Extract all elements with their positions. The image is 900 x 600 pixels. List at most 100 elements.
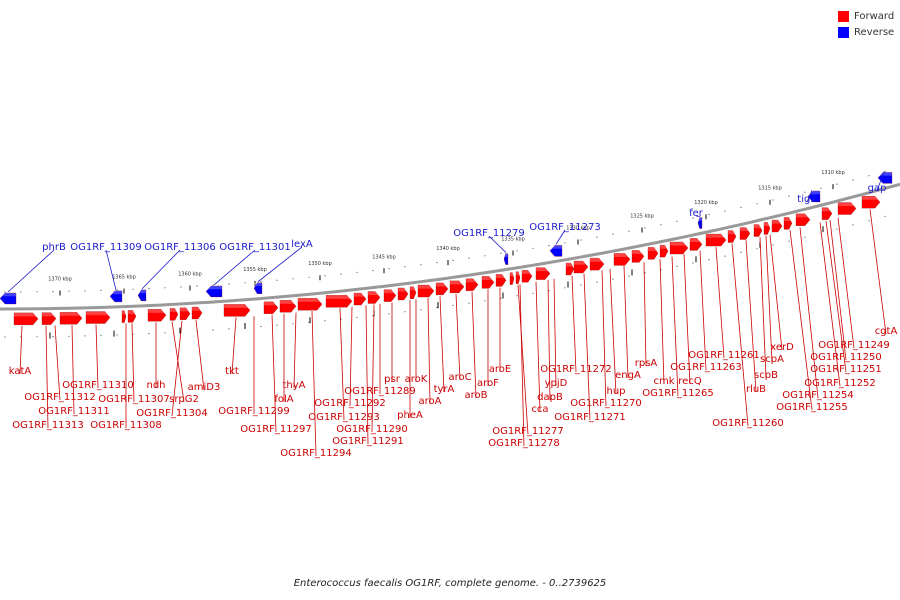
- forward-gene-arrow-body: [223, 304, 251, 317]
- forward-gene-arrow-shine: [436, 282, 448, 287]
- reverse-gene-label-leader: [141, 249, 181, 290]
- forward-gene-label-leader: [789, 229, 813, 411]
- forward-gene-arrow: [727, 230, 737, 243]
- forward-gene-label: OG1RF_11289: [344, 386, 416, 397]
- tick-dot-upper: [788, 195, 790, 197]
- forward-gene-arrow: [589, 257, 605, 271]
- tick-dot-lower: [628, 275, 630, 277]
- forward-gene-label: OG1RF_11291: [332, 436, 404, 447]
- kbp-label: 1340 kbp: [436, 246, 460, 252]
- forward-gene-arrow-body: [279, 300, 297, 313]
- tick-dot-lower: [324, 320, 326, 322]
- forward-gene-arrow: [509, 272, 515, 285]
- tick-dot-lower: [612, 278, 614, 280]
- tick-dot-lower: [52, 336, 54, 338]
- forward-gene-label-leader: [829, 219, 847, 361]
- forward-gene-arrow: [127, 310, 137, 323]
- forward-gene-arrow: [465, 278, 479, 291]
- forward-gene-arrow: [449, 280, 465, 293]
- forward-gene-arrow-body: [13, 312, 39, 326]
- tick-dot-lower: [436, 307, 438, 309]
- tick-dot-upper: [468, 257, 470, 259]
- forward-gene-arrow-shine: [384, 289, 396, 294]
- tick-dot-upper: [228, 283, 230, 285]
- tick-dot-upper: [868, 175, 870, 177]
- forward-gene-arrow: [535, 267, 551, 280]
- forward-gene-arrow: [169, 308, 179, 321]
- reverse-gene-arrow-body: [0, 292, 17, 305]
- forward-gene-arrow-shine: [148, 309, 166, 313]
- tick-dot-upper: [612, 233, 614, 235]
- forward-gene-arrow: [59, 312, 83, 325]
- tick-dot-lower: [868, 220, 870, 222]
- forward-gene-label-leader: [553, 278, 557, 387]
- forward-gene-label: OG1RF_11297: [240, 424, 312, 435]
- legend: Forward Reverse: [838, 8, 894, 40]
- forward-gene-arrow-shine: [510, 272, 514, 277]
- tick-dot-upper: [548, 245, 550, 247]
- forward-gene-arrow: [279, 300, 297, 313]
- forward-gene-arrow: [85, 311, 111, 324]
- forward-gene-arrow-shine: [180, 307, 190, 312]
- forward-gene-arrow-shine: [740, 227, 750, 232]
- forward-gene-arrow-body: [481, 276, 495, 289]
- forward-gene-label: OG1RF_11272: [540, 364, 612, 375]
- reverse-gene-arrow-body: [109, 290, 123, 303]
- tick-dot-lower: [212, 329, 214, 331]
- forward-gene-arrow-body: [659, 244, 669, 258]
- forward-gene-label-leader: [519, 284, 525, 447]
- tick-dot-upper: [52, 291, 54, 293]
- forward-gene-arrow-body: [573, 260, 589, 274]
- forward-gene-arrow-body: [121, 310, 127, 323]
- forward-gene-arrow-shine: [398, 287, 408, 292]
- forward-gene-label-leader: [819, 222, 841, 387]
- reverse-gene-label: OG1RF_11279: [453, 228, 525, 239]
- forward-gene-arrow: [191, 306, 203, 320]
- forward-gene-arrow: [631, 250, 645, 263]
- forward-gene-label-leader: [71, 325, 75, 415]
- forward-gene-label: OG1RF_11255: [776, 402, 848, 413]
- forward-gene-label: rpsA: [635, 358, 658, 369]
- forward-gene-arrow-shine: [754, 224, 762, 229]
- tick-dot-upper: [644, 227, 646, 229]
- forward-gene-label: OG1RF_11293: [308, 412, 380, 423]
- tick-dot-upper: [116, 289, 118, 291]
- forward-gene-arrow: [481, 276, 495, 289]
- forward-gene-label-leader: [745, 240, 757, 393]
- tick-dot-lower: [580, 284, 582, 286]
- tick-dot-upper: [884, 170, 886, 172]
- forward-gene-label: OG1RF_11261: [688, 350, 760, 361]
- tick-layer: 1310 kbp 1315 kbp 1320 kbp 1325 kbp 1330 kbp…: [4, 170, 886, 339]
- forward-gene-arrow: [367, 291, 381, 304]
- tick-dot-lower: [276, 324, 278, 326]
- forward-gene-arrow-shine: [838, 202, 856, 207]
- tick-dot-upper: [676, 220, 678, 222]
- forward-gene-arrow-body: [263, 301, 279, 314]
- genome-caption: Enterococcus faecalis OG1RF, complete ge…: [293, 578, 607, 589]
- tick-dot-upper: [340, 273, 342, 275]
- reverse-gene-arrow-shine: [110, 290, 122, 295]
- tick-dot-lower: [852, 224, 854, 226]
- legend-reverse-label: Reverse: [854, 26, 895, 38]
- legend-forward-swatch: [838, 10, 849, 22]
- forward-gene-arrow-body: [465, 278, 479, 291]
- forward-gene-arrow-body: [383, 289, 397, 302]
- forward-gene-label-leader: [547, 279, 551, 401]
- forward-gene-arrow-body: [565, 262, 575, 276]
- tick-dot-upper: [148, 288, 150, 290]
- reverse-gene-arrow-shine: [0, 292, 16, 297]
- forward-gene-label-leader: [659, 258, 665, 385]
- tick-dot-upper: [836, 183, 838, 185]
- forward-gene-label-leader: [45, 325, 49, 429]
- reverse-gene-arrow-shine: [698, 217, 702, 221]
- forward-gene-label: OG1RF_11277: [492, 426, 564, 437]
- tick-dot-upper: [212, 284, 214, 286]
- forward-gene-label: aroB: [465, 390, 488, 401]
- forward-gene-arrow-shine: [86, 311, 110, 316]
- reverse-gene-arrow-body: [697, 217, 703, 229]
- forward-gene-arrow-body: [353, 292, 367, 306]
- forward-gene-arrow-shine: [280, 300, 296, 304]
- tick-dot-lower: [724, 255, 726, 257]
- forward-gene-arrow-body: [397, 287, 409, 301]
- tick-dot-lower: [356, 316, 358, 318]
